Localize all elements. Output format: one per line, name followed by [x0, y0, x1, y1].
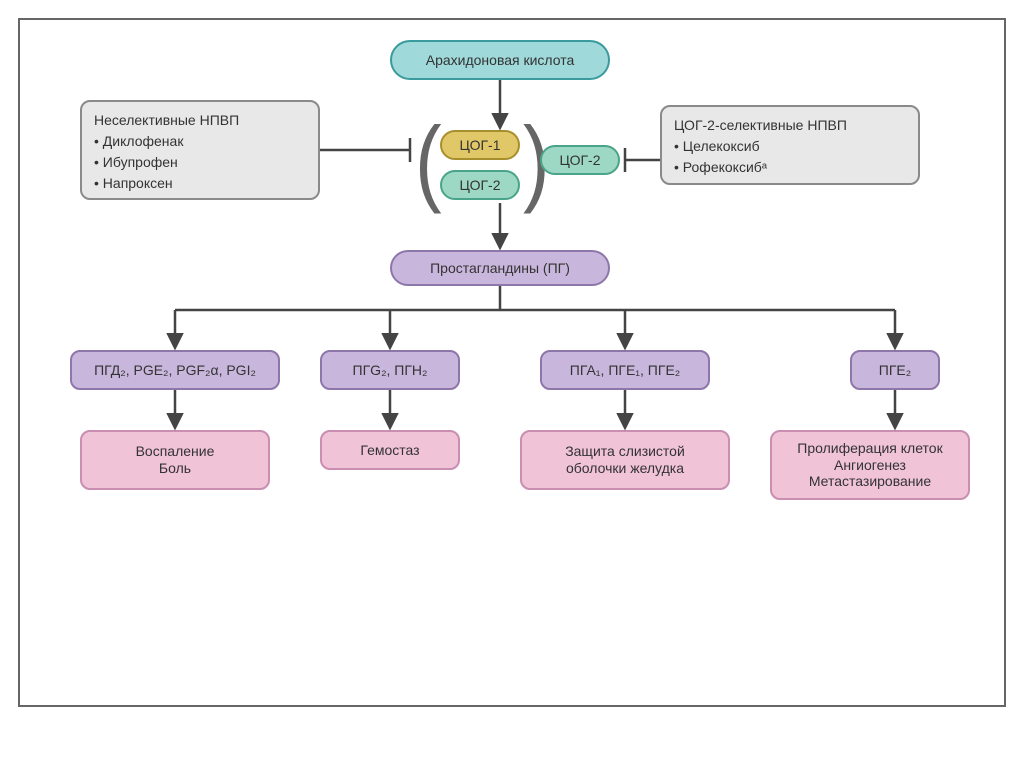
node-pg-group-4: ПГЕ₂ — [850, 350, 940, 390]
node-cox2-a: ЦОГ-2 — [440, 170, 520, 200]
node-pg-group-1: ПГД₂, PGE₂, PGF₂α, PGI₂ — [70, 350, 280, 390]
node-pg-group-2: ПГG₂, ПГН₂ — [320, 350, 460, 390]
bracket-left-icon: ( — [415, 106, 442, 216]
node-cox1: ЦОГ-1 — [440, 130, 520, 160]
panel-left-item: • Диклофенак — [94, 131, 306, 152]
panel-right-title: ЦОГ-2-селективные НПВП — [674, 115, 906, 136]
node-cox2-b: ЦОГ-2 — [540, 145, 620, 175]
panel-right-item: • Целекоксиб — [674, 136, 906, 157]
node-prostaglandins: Простагландины (ПГ) — [390, 250, 610, 286]
node-arachidonic: Арахидоновая кислота — [390, 40, 610, 80]
diagram-frame: Арахидоновая кислота Неселективные НПВП … — [18, 18, 1006, 707]
panel-left-item: • Ибупрофен — [94, 152, 306, 173]
node-outcome-inflammation: Воспаление Боль — [80, 430, 270, 490]
slide: Арахидоновая кислота Неселективные НПВП … — [0, 0, 1024, 767]
node-outcome-hemostasis: Гемостаз — [320, 430, 460, 470]
panel-left-item: • Напроксен — [94, 173, 306, 194]
node-pg-group-3: ПГА₁, ПГЕ₁, ПГЕ₂ — [540, 350, 710, 390]
node-outcome-gastric: Защита слизистой оболочки желудка — [520, 430, 730, 490]
panel-left-title: Неселективные НПВП — [94, 110, 306, 131]
panel-cox2-selective-nsaid: ЦОГ-2-селективные НПВП • Целекоксиб • Ро… — [660, 105, 920, 185]
panel-nonselective-nsaid: Неселективные НПВП • Диклофенак • Ибупро… — [80, 100, 320, 200]
panel-right-item: • Рофекоксибᵃ — [674, 157, 906, 178]
node-outcome-proliferation: Пролиферация клеток Ангиогенез Метастази… — [770, 430, 970, 500]
